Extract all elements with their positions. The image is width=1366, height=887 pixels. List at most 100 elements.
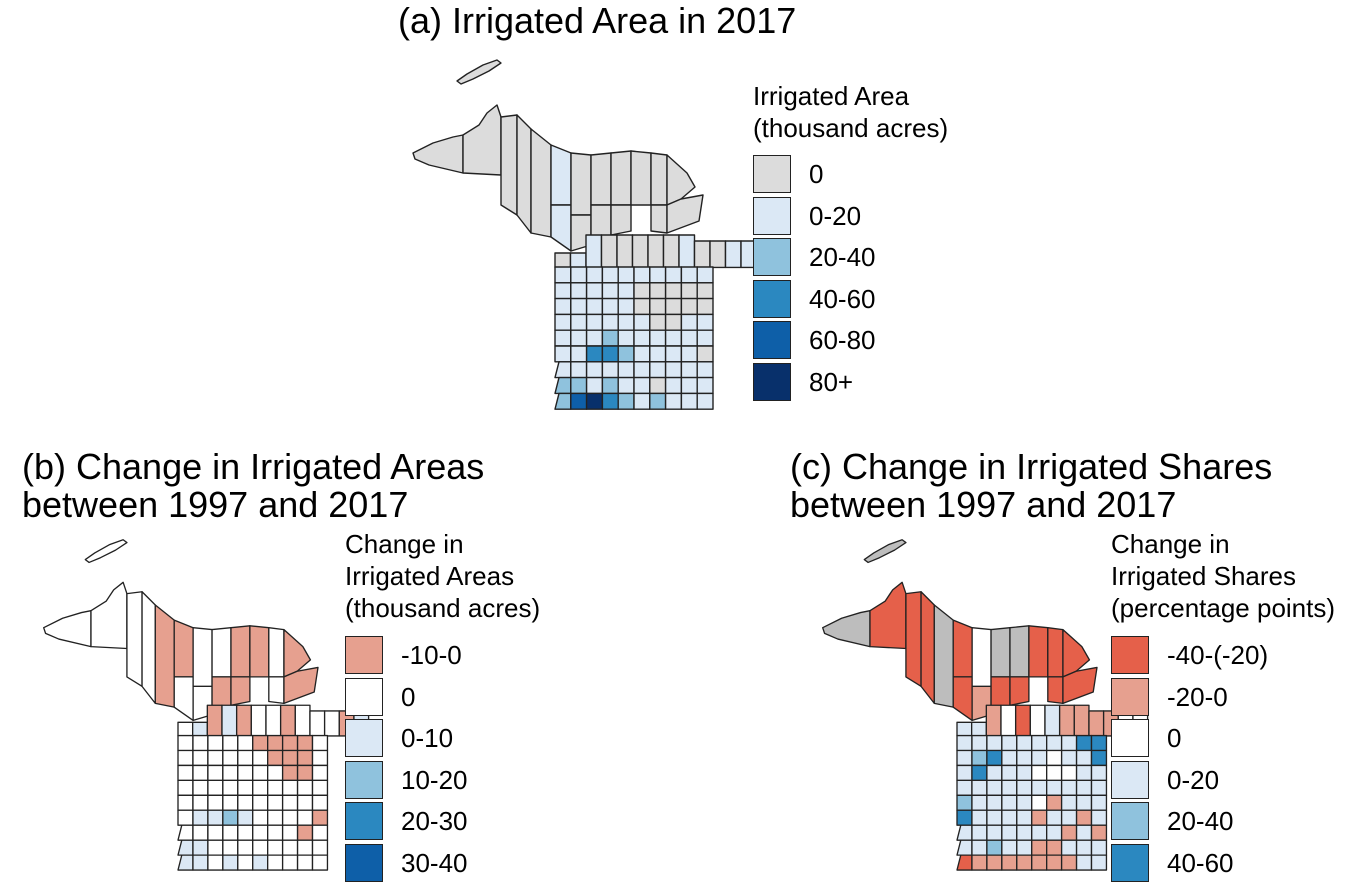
lower-peninsula-county [323,710,340,737]
lower-peninsula-county [267,794,284,811]
lower-peninsula-county [1046,779,1063,796]
lower-peninsula-county [696,345,714,363]
lower-peninsula-county [207,794,224,811]
lower-peninsula-county [311,779,329,796]
lower-peninsula-county [554,361,572,379]
lower-peninsula-county [222,749,239,767]
lower-peninsula-county [177,794,194,811]
upper-peninsula-county [126,591,143,688]
lower-peninsula-county [554,297,572,316]
upper-peninsula-county [268,627,285,678]
legend-item: 20-40 [753,238,953,279]
lower-peninsula-county [1046,749,1063,767]
upper-peninsula-county [211,627,232,678]
upper-peninsula-county [869,581,907,650]
lower-peninsula-county [281,779,299,796]
lower-peninsula-county [192,764,209,782]
upper-peninsula-county [630,150,652,206]
lower-peninsula-county [222,779,239,796]
lower-peninsula-county [570,345,588,363]
lower-peninsula-county [1060,749,1078,767]
lower-peninsula-county [554,252,572,269]
lower-peninsula-county [177,734,194,752]
lower-peninsula-county [1060,839,1078,856]
lower-peninsula-county [1016,839,1033,856]
lower-peninsula-county [649,266,667,284]
lower-peninsula-county [207,824,224,841]
lower-peninsula-county [207,809,224,826]
upper-peninsula-county [650,152,668,206]
legend-item: 0 [345,677,545,719]
lower-peninsula-county [585,361,604,379]
lower-peninsula-county [1075,734,1093,752]
lower-peninsula-county [177,779,194,796]
lower-peninsula-county [570,313,588,331]
legend-item: 0-20 [1111,760,1311,802]
lower-peninsula-county [177,749,194,767]
lower-peninsula-county [222,854,239,871]
lower-peninsula-county [664,297,683,316]
legend-swatch [345,677,383,716]
lower-peninsula-county [279,704,296,737]
legend-swatch [1111,636,1149,674]
lower-peninsula-county [570,266,588,284]
upper-peninsula-county [530,128,552,238]
lower-peninsula-county [252,734,269,752]
lower-peninsula-county [192,779,209,796]
lower-peninsula-county [192,854,209,871]
panel-a-map [412,59,758,410]
lower-peninsula-county [1016,779,1033,796]
lower-peninsula-county [237,734,254,752]
upper-peninsula-county [283,666,319,705]
panel-c-legend-title: Change in Irrigated Shares (percentage p… [1111,529,1336,623]
lower-peninsula-county [1001,764,1018,782]
lower-peninsula-county [585,266,604,284]
lower-peninsula-county [956,824,973,841]
lower-peninsula-county [956,794,973,811]
upper-peninsula-county [610,204,632,236]
lower-peninsula-county [1058,704,1075,737]
lower-peninsula-county [237,779,254,796]
upper-peninsula-county [570,152,592,216]
legend-swatch [753,321,791,359]
lower-peninsula-county [617,266,635,284]
lower-peninsula-county [177,824,194,841]
lower-peninsula-county [986,854,1003,871]
legend-item: 80+ [753,362,953,404]
lower-peninsula-county [1090,764,1108,782]
lower-peninsula-county [1075,794,1093,811]
lower-peninsula-county [633,329,651,347]
lower-peninsula-county [956,764,973,782]
lower-peninsula-county [222,839,239,856]
lower-peninsula-county [649,282,667,300]
lower-peninsula-county [192,794,209,811]
legend-swatch [345,636,383,674]
lower-peninsula-county [1031,854,1048,871]
lower-peninsula-county [986,734,1003,752]
lower-peninsula-county [956,809,973,826]
lower-peninsula-county [570,297,588,316]
lower-peninsula-county [971,749,988,767]
lower-peninsula-county [1075,839,1093,856]
lower-peninsula-county [267,824,284,841]
lower-peninsula-county [296,734,314,752]
lower-peninsula-county [633,313,651,331]
lower-peninsula-county [267,764,284,782]
legend-swatch [1111,760,1149,799]
lower-peninsula-county [585,282,604,300]
lower-peninsula-county [311,749,329,767]
legend-label: 20-40 [809,242,876,272]
lower-peninsula-county [585,234,603,269]
lower-peninsula-county [222,824,239,841]
lower-peninsula-county [222,794,239,811]
upper-peninsula-county [283,628,312,678]
lower-peninsula-county [1001,794,1018,811]
lower-peninsula-county [207,854,224,871]
lower-peninsula-county [601,313,619,331]
lower-peninsula-county [177,721,194,737]
lower-peninsula-county [1031,749,1048,767]
lower-peninsula-county [1031,764,1048,782]
lower-peninsula-county [296,839,314,856]
upper-peninsula-county [1047,676,1064,705]
upper-peninsula-county [1047,627,1064,678]
